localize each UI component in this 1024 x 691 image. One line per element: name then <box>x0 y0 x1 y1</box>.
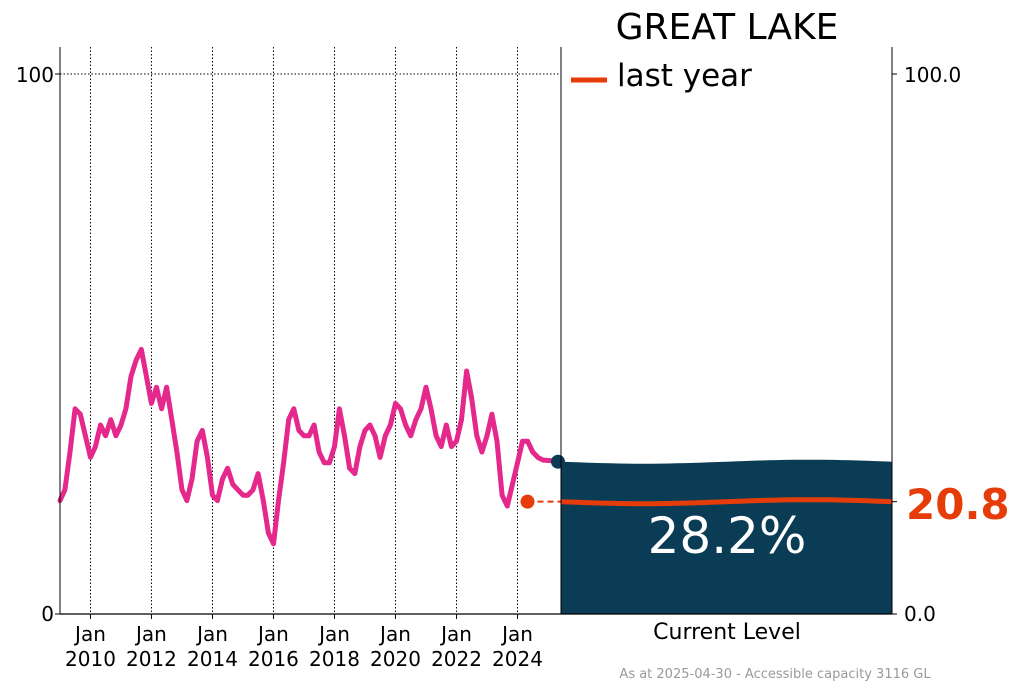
legend-label-last-year: last year <box>617 58 752 94</box>
x-tick-year-2010: 2010 <box>65 647 116 671</box>
x-tick-year-2024: 2024 <box>492 647 543 671</box>
gauge-layer <box>560 459 893 614</box>
y-left-tick-0: 0 <box>41 602 54 626</box>
y-left-tick-100: 100 <box>16 63 54 87</box>
x-tick-year-2018: 2018 <box>309 647 360 671</box>
text-layer: GREAT LAKE last year 28.2% 20.8 Current … <box>16 7 1010 682</box>
x-tick-year-2020: 2020 <box>370 647 421 671</box>
series-layer <box>57 346 565 547</box>
series-line-storage <box>57 346 561 547</box>
x-tick-label-2016: Jan <box>256 622 289 646</box>
x-tick-label-2022: Jan <box>439 622 472 646</box>
gauge-current-label: 28.2% <box>648 507 807 565</box>
chart-title: GREAT LAKE <box>616 7 839 48</box>
x-tick-year-2022: 2022 <box>431 647 482 671</box>
x-tick-year-2012: 2012 <box>126 647 177 671</box>
x-tick-label-2024: Jan <box>500 622 533 646</box>
footnote: As at 2025-04-30 - Accessible capacity 3… <box>619 667 931 682</box>
x-tick-label-2010: Jan <box>73 622 106 646</box>
x-tick-label-2012: Jan <box>134 622 167 646</box>
x-tick-label-2020: Jan <box>378 622 411 646</box>
y-right-tick-100: 100.0 <box>904 63 961 87</box>
axes-layer: Jan2010Jan2012Jan2014Jan2016Jan2018Jan20… <box>55 47 897 671</box>
x-tick-year-2014: 2014 <box>187 647 238 671</box>
last-year-marker <box>520 494 535 509</box>
gauge-last-year-line <box>560 497 893 507</box>
grid-layer <box>60 47 561 614</box>
y-right-tick-0: 0.0 <box>904 602 936 626</box>
x-tick-label-2014: Jan <box>195 622 228 646</box>
x-tick-label-2018: Jan <box>317 622 350 646</box>
gauge-xlabel: Current Level <box>653 620 801 645</box>
x-tick-year-2016: 2016 <box>248 647 299 671</box>
gauge-last-year-label: 20.8 <box>906 480 1010 529</box>
